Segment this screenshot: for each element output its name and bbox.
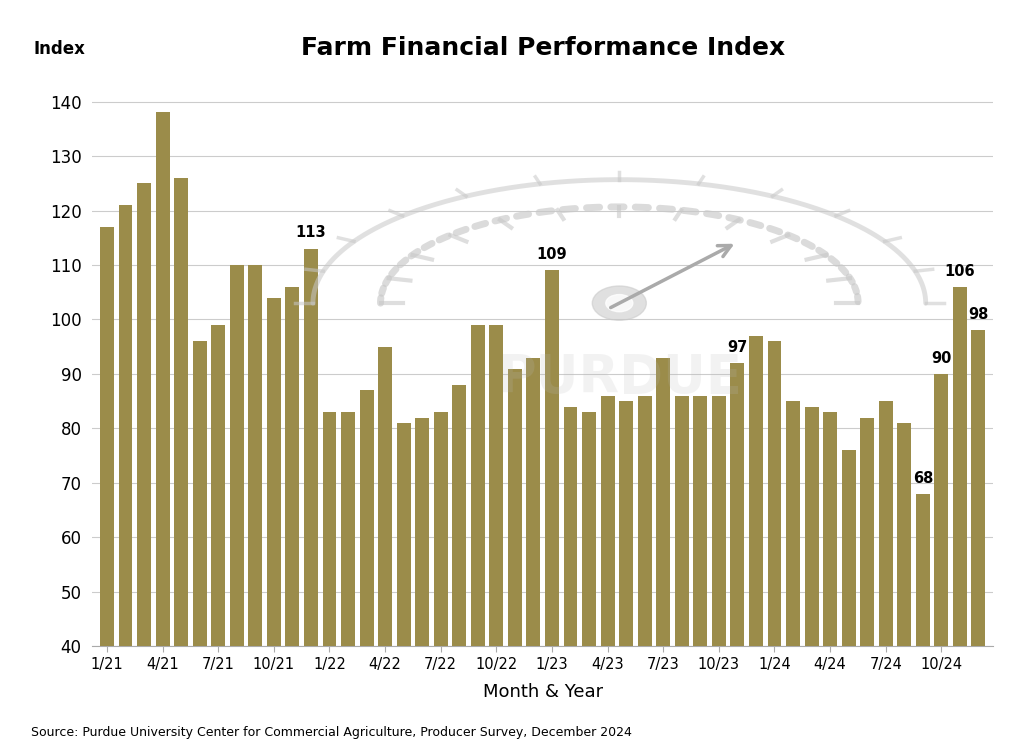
Bar xyxy=(805,406,818,743)
Title: Farm Financial Performance Index: Farm Financial Performance Index xyxy=(301,36,784,60)
Bar xyxy=(768,341,781,743)
Bar xyxy=(749,336,763,743)
Bar xyxy=(897,423,911,743)
Bar xyxy=(193,341,207,743)
Bar xyxy=(675,396,689,743)
Bar xyxy=(823,412,837,743)
Bar xyxy=(656,357,670,743)
Bar xyxy=(915,494,930,743)
Bar xyxy=(730,363,744,743)
Bar xyxy=(953,287,967,743)
Bar xyxy=(563,406,578,743)
Bar xyxy=(712,396,726,743)
Text: 98: 98 xyxy=(969,307,988,322)
Text: 109: 109 xyxy=(537,247,567,262)
Bar xyxy=(545,270,559,743)
Text: PURDUE: PURDUE xyxy=(497,351,741,403)
Bar xyxy=(396,423,411,743)
Text: Source: Purdue University Center for Commercial Agriculture, Producer Survey, De: Source: Purdue University Center for Com… xyxy=(31,727,632,739)
X-axis label: Month & Year: Month & Year xyxy=(482,683,603,701)
Bar xyxy=(601,396,614,743)
Bar xyxy=(119,205,132,743)
Bar xyxy=(471,325,484,743)
Bar xyxy=(860,418,874,743)
Bar xyxy=(489,325,504,743)
Bar xyxy=(359,390,374,743)
Bar xyxy=(842,450,856,743)
Bar xyxy=(286,287,299,743)
Bar xyxy=(229,265,244,743)
Bar xyxy=(267,298,281,743)
Bar xyxy=(972,331,985,743)
Bar xyxy=(693,396,708,743)
Bar xyxy=(174,178,188,743)
Bar xyxy=(137,184,151,743)
Bar xyxy=(100,227,114,743)
Circle shape xyxy=(592,286,646,320)
Text: 90: 90 xyxy=(931,351,951,366)
Bar xyxy=(416,418,429,743)
Bar xyxy=(582,412,596,743)
Bar xyxy=(156,112,170,743)
Bar xyxy=(304,249,317,743)
Bar xyxy=(786,401,800,743)
Text: 68: 68 xyxy=(912,470,933,486)
Bar xyxy=(508,369,522,743)
Bar xyxy=(434,412,447,743)
Text: 106: 106 xyxy=(944,264,975,279)
Bar xyxy=(879,401,893,743)
Bar xyxy=(526,357,541,743)
Bar xyxy=(620,401,633,743)
Bar xyxy=(323,412,337,743)
Circle shape xyxy=(606,294,633,312)
Bar xyxy=(638,396,651,743)
Bar xyxy=(249,265,262,743)
Text: Index: Index xyxy=(34,40,85,58)
Bar xyxy=(935,374,948,743)
Bar xyxy=(378,347,392,743)
Text: 113: 113 xyxy=(296,225,327,241)
Text: 97: 97 xyxy=(727,340,748,355)
Bar xyxy=(211,325,225,743)
Bar xyxy=(453,385,466,743)
Bar xyxy=(341,412,355,743)
